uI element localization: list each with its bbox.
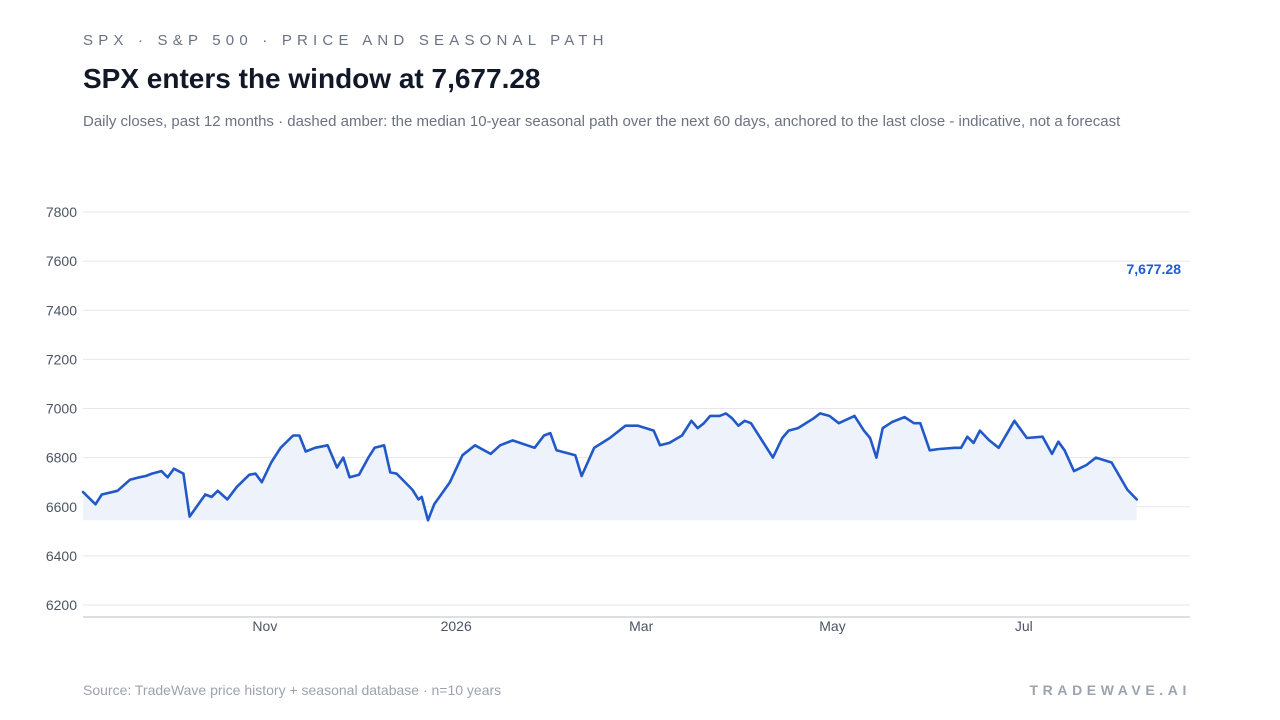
x-tick-label: Nov bbox=[252, 618, 277, 634]
y-tick-label: 6400 bbox=[46, 548, 77, 564]
chart-title: SPX enters the window at 7,677.28 bbox=[83, 63, 541, 94]
last-close-label: 7,677.28 bbox=[1127, 261, 1182, 277]
y-tick-label: 7600 bbox=[46, 253, 77, 269]
y-tick-label: 6800 bbox=[46, 450, 77, 466]
price-area-fill bbox=[83, 413, 1137, 521]
brand-wordmark: TRADEWAVE.AI bbox=[1029, 682, 1191, 698]
x-tick-label: 2026 bbox=[441, 618, 472, 634]
source-note: Source: TradeWave price history + season… bbox=[83, 682, 502, 698]
price-line bbox=[81, 412, 1138, 522]
x-tick-label: May bbox=[819, 618, 845, 634]
y-tick-label: 7800 bbox=[46, 204, 77, 220]
x-tick-label: Jul bbox=[1015, 618, 1033, 634]
x-tick-label: Mar bbox=[629, 618, 653, 634]
y-tick-label: 7000 bbox=[46, 401, 77, 417]
chart-subtitle: Daily closes, past 12 months · dashed am… bbox=[83, 113, 1121, 130]
y-tick-label: 7400 bbox=[46, 302, 77, 318]
y-tick-label: 6600 bbox=[46, 499, 77, 515]
chart-eyebrow: SPX · S&P 500 · PRICE AND SEASONAL PATH bbox=[83, 32, 609, 49]
y-tick-label: 6200 bbox=[46, 597, 77, 613]
y-tick-label: 7200 bbox=[46, 351, 77, 367]
